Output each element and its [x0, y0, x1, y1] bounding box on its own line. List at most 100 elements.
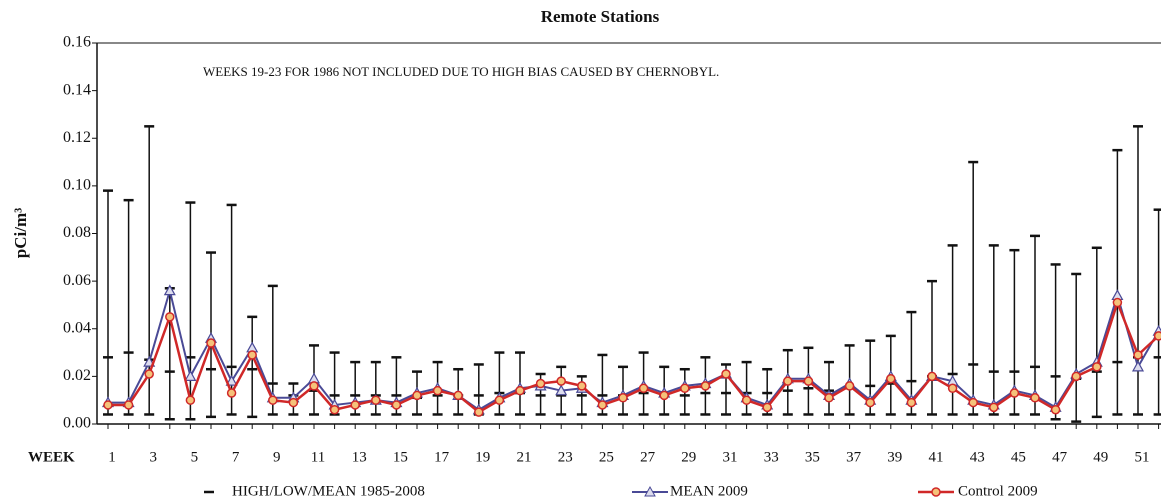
triangle-marker	[184, 370, 197, 381]
x-tick-label: 47	[1052, 449, 1068, 465]
x-tick-label: 25	[599, 449, 614, 465]
circle-marker	[226, 388, 237, 398]
circle-marker	[803, 376, 814, 386]
circle-marker	[886, 374, 896, 384]
y-tick-label: 0.08	[63, 224, 91, 241]
circle-marker	[762, 402, 772, 413]
y-axis-label: pCi/m³	[11, 208, 30, 258]
x-tick-label: 51	[1135, 449, 1150, 465]
circle-marker	[494, 395, 505, 405]
y-tick-label: 0.14	[63, 81, 91, 98]
circle-marker	[700, 381, 711, 391]
circle-marker	[968, 397, 978, 408]
x-tick-label: 29	[681, 449, 696, 465]
legend-label: Control 2009	[958, 483, 1038, 499]
circle-marker	[288, 397, 299, 408]
x-tick-label: 5	[191, 449, 199, 465]
annotation: WEEKS 19-23 FOR 1986 NOT INCLUDED DUE TO…	[203, 64, 719, 79]
x-tick-label: 21	[517, 449, 532, 465]
circle-marker	[989, 402, 999, 413]
circle-marker	[144, 369, 154, 379]
circle-marker	[412, 390, 422, 401]
y-tick-label: 0.10	[63, 177, 91, 194]
circle-marker	[556, 376, 566, 386]
circle-marker	[783, 376, 793, 386]
circle-marker	[268, 395, 278, 405]
x-tick-label: 9	[273, 449, 281, 465]
x-tick-label: 1	[108, 449, 116, 465]
x-tick-label: 35	[805, 449, 820, 465]
x-tick-label: 49	[1093, 449, 1108, 465]
x-tick-label: 37	[846, 449, 862, 465]
circle-marker	[1009, 388, 1020, 398]
circle-marker	[577, 381, 587, 391]
circle-marker	[1071, 371, 1081, 382]
circle-marker	[1153, 331, 1161, 341]
triangle-marker	[163, 284, 176, 296]
circle-marker	[947, 383, 958, 394]
x-tick-label: 43	[970, 449, 985, 465]
circle-marker	[618, 393, 628, 403]
circle-marker	[103, 400, 113, 410]
circle-marker	[535, 378, 546, 389]
chart-title: Remote Stations	[541, 7, 660, 26]
circle-marker	[247, 350, 257, 360]
circle-marker	[597, 400, 608, 410]
circle-marker	[1050, 404, 1061, 415]
triangle-marker	[555, 384, 568, 396]
legend-label: MEAN 2009	[670, 483, 748, 499]
circle-marker	[844, 381, 855, 391]
x-tick-label: 45	[1011, 449, 1026, 465]
series-line	[108, 298, 1160, 414]
circle-marker	[741, 395, 752, 405]
x-axis-label: WEEK	[28, 449, 75, 465]
legend-swatch	[931, 487, 941, 497]
x-tick-label: 3	[149, 449, 157, 465]
x-tick-label: 11	[311, 449, 325, 465]
y-tick-label: 0.12	[63, 129, 91, 146]
x-tick-label: 19	[475, 449, 490, 465]
y-tick-label: 0.16	[63, 34, 91, 51]
circle-marker	[680, 383, 690, 394]
x-tick-label: 15	[393, 449, 408, 465]
triangle-marker	[1131, 360, 1145, 372]
legend-label: HIGH/LOW/MEAN 1985-2008	[232, 483, 425, 499]
circle-marker	[185, 395, 196, 405]
circle-marker	[371, 395, 381, 405]
x-tick-label: 39	[887, 449, 902, 465]
circle-marker	[453, 390, 463, 401]
circle-marker	[1030, 393, 1040, 403]
triangle-marker	[225, 374, 238, 386]
x-tick-label: 17	[434, 449, 450, 465]
circle-marker	[1133, 350, 1143, 360]
circle-marker	[206, 338, 216, 348]
circle-marker	[391, 400, 402, 410]
circle-marker	[659, 390, 669, 401]
y-tick-label: 0.06	[63, 272, 91, 289]
circle-marker	[515, 385, 525, 396]
x-tick-label: 7	[232, 449, 240, 465]
series-line	[108, 286, 1160, 411]
legend-swatch	[644, 485, 656, 497]
circle-marker	[432, 385, 443, 396]
y-tick-label: 0.00	[63, 415, 91, 432]
y-tick-label: 0.02	[63, 367, 91, 384]
circle-marker	[865, 397, 875, 408]
x-tick-label: 23	[558, 449, 573, 465]
circle-marker	[309, 381, 319, 391]
x-tick-label: 31	[723, 449, 738, 465]
circle-marker	[906, 397, 917, 408]
x-tick-label: 41	[929, 449, 944, 465]
x-tick-label: 27	[640, 449, 656, 465]
circle-marker	[721, 369, 731, 379]
circle-marker	[474, 407, 484, 417]
y-tick-label: 0.04	[63, 319, 91, 336]
circle-marker	[123, 400, 134, 410]
circle-marker	[1092, 362, 1102, 372]
circle-marker	[165, 312, 175, 322]
x-tick-label: 33	[764, 449, 779, 465]
circle-marker	[927, 371, 937, 382]
circle-marker	[350, 400, 360, 410]
circle-marker	[638, 383, 649, 394]
